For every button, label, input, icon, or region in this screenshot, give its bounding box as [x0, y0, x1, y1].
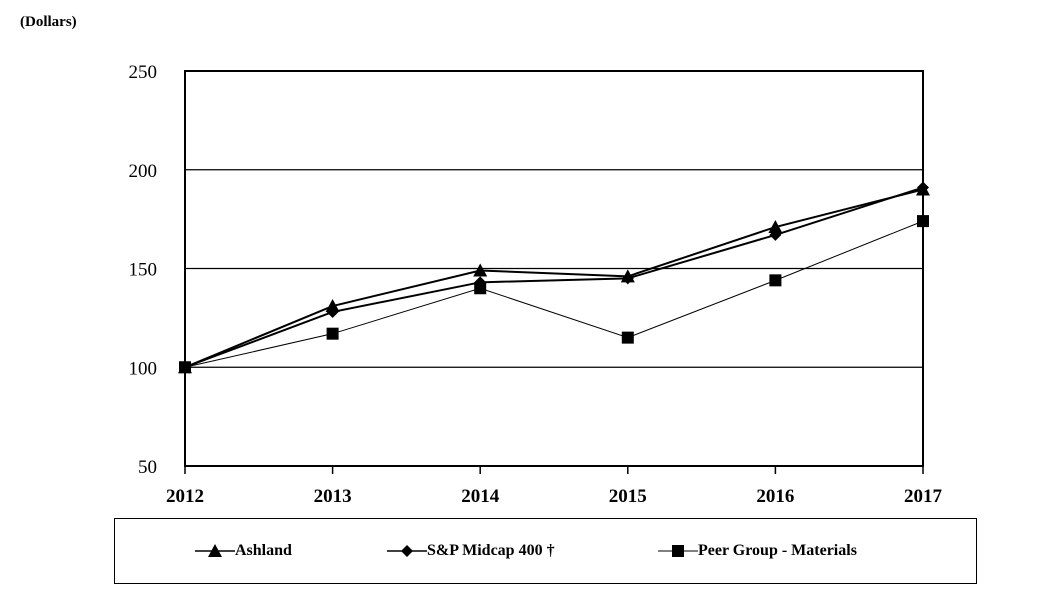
legend-marker-square-icon: [658, 541, 698, 561]
data-point-square: [769, 274, 781, 286]
data-point-square: [179, 361, 191, 373]
x-tick-label: 2017: [904, 486, 943, 507]
y-tick-label: 200: [129, 161, 158, 182]
legend-item-sp-midcap: S&P Midcap 400 †: [387, 541, 555, 561]
legend-marker-triangle-icon: [195, 541, 235, 561]
series-line-triangle: [185, 190, 923, 368]
legend-item-ashland: Ashland: [195, 541, 292, 561]
legend-label: S&P Midcap 400 †: [427, 542, 555, 560]
data-point-square: [622, 332, 634, 344]
legend: Ashland S&P Midcap 400 † Peer Group - Ma…: [114, 518, 977, 584]
legend-label: Peer Group - Materials: [698, 542, 857, 560]
series-line-square: [185, 221, 923, 367]
legend-marker-diamond-icon: [387, 541, 427, 561]
x-tick-label: 2014: [461, 486, 500, 507]
data-point-square: [917, 215, 929, 227]
y-tick-label: 250: [129, 62, 158, 83]
y-tick-label: 50: [138, 457, 157, 478]
series-line-diamond: [185, 188, 923, 368]
x-tick-label: 2013: [314, 486, 352, 507]
y-tick-label: 100: [129, 358, 158, 379]
x-tick-label: 2012: [166, 486, 204, 507]
data-point-square: [327, 328, 339, 340]
y-tick-label: 150: [129, 260, 158, 281]
data-point-square: [474, 282, 486, 294]
x-tick-label: 2015: [609, 486, 647, 507]
legend-label: Ashland: [235, 542, 292, 560]
legend-item-peer-group: Peer Group - Materials: [658, 541, 857, 561]
x-tick-label: 2016: [756, 486, 794, 507]
